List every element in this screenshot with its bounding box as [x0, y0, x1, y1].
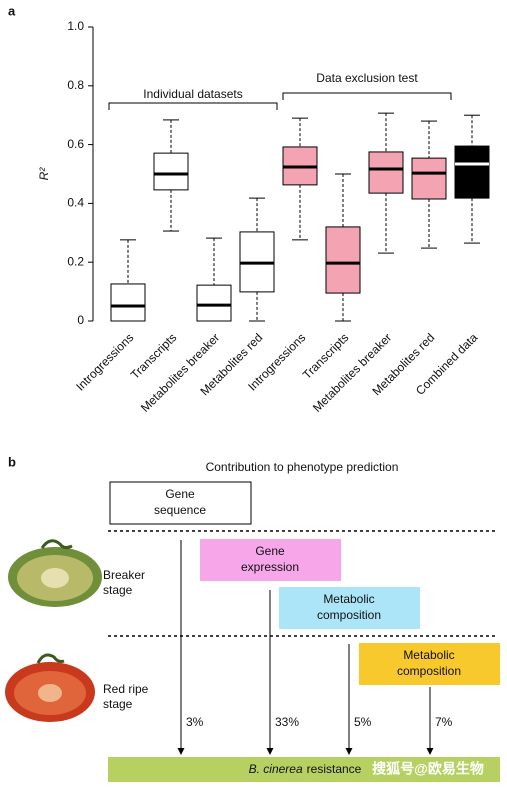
feature-box	[359, 643, 500, 685]
feature-text: Gene	[165, 487, 195, 501]
box	[454, 145, 490, 199]
feature-text: sequence	[154, 503, 206, 517]
group-bracket	[282, 92, 452, 100]
species: B. cinerea	[249, 762, 303, 776]
y-tick-label: 0.6	[67, 137, 84, 151]
box	[325, 226, 361, 294]
feature-text: composition	[317, 608, 381, 622]
contribution-label: 7%	[435, 715, 453, 729]
x-tick-label: Metabolites breaker	[138, 330, 222, 414]
y-tick-label: 0.4	[67, 196, 84, 210]
diagram-title: Contribution to phenotype prediction	[206, 460, 399, 474]
feature-text: expression	[241, 560, 299, 574]
group-label: Data exclusion test	[316, 71, 418, 85]
feature-text: Metabolic	[403, 648, 454, 662]
y-tick-label: 0.2	[67, 254, 84, 268]
watermark: 搜狐号@欧易生物	[372, 761, 484, 777]
arrowhead	[345, 748, 353, 755]
red-tomato	[5, 653, 95, 722]
y-tick-label: 0.8	[67, 78, 84, 92]
y-axis-label: R²	[37, 167, 51, 181]
contribution-label: 3%	[186, 715, 204, 729]
feature-box	[279, 587, 420, 629]
box	[153, 152, 189, 191]
panel-label: a	[8, 3, 16, 18]
stage-label: stage	[103, 697, 133, 711]
stage-label: Breaker	[103, 568, 145, 582]
outcome-text: resistance	[307, 762, 362, 776]
feature-text: Metabolic	[323, 592, 374, 606]
group-label: Individual datasets	[143, 87, 242, 101]
y-tick-label: 1.0	[67, 19, 84, 33]
arrowhead	[426, 748, 434, 755]
feature-text: composition	[397, 664, 461, 678]
box	[411, 157, 447, 200]
box	[110, 283, 146, 322]
contribution-label: 33%	[275, 715, 299, 729]
stage-label: Red ripe	[103, 682, 149, 696]
contribution-label: 5%	[354, 715, 372, 729]
feature-text: Gene	[255, 544, 285, 558]
x-tick-label: Introgressions	[73, 330, 136, 393]
feature-box	[200, 539, 341, 581]
panel-label: b	[8, 454, 16, 469]
outcome-bar	[108, 757, 500, 782]
feature-box	[109, 481, 252, 525]
y-tick-label: 0	[77, 313, 84, 327]
box	[196, 284, 232, 322]
group-bracket	[108, 102, 278, 110]
arrowhead	[177, 748, 185, 755]
stage-label: stage	[103, 583, 133, 597]
green-tomato	[8, 539, 102, 607]
outcome-label: B. cinerea resistance	[249, 762, 362, 776]
x-tick-label: Metabolites breaker	[310, 330, 394, 414]
arrowhead	[266, 748, 274, 755]
box	[368, 151, 404, 194]
